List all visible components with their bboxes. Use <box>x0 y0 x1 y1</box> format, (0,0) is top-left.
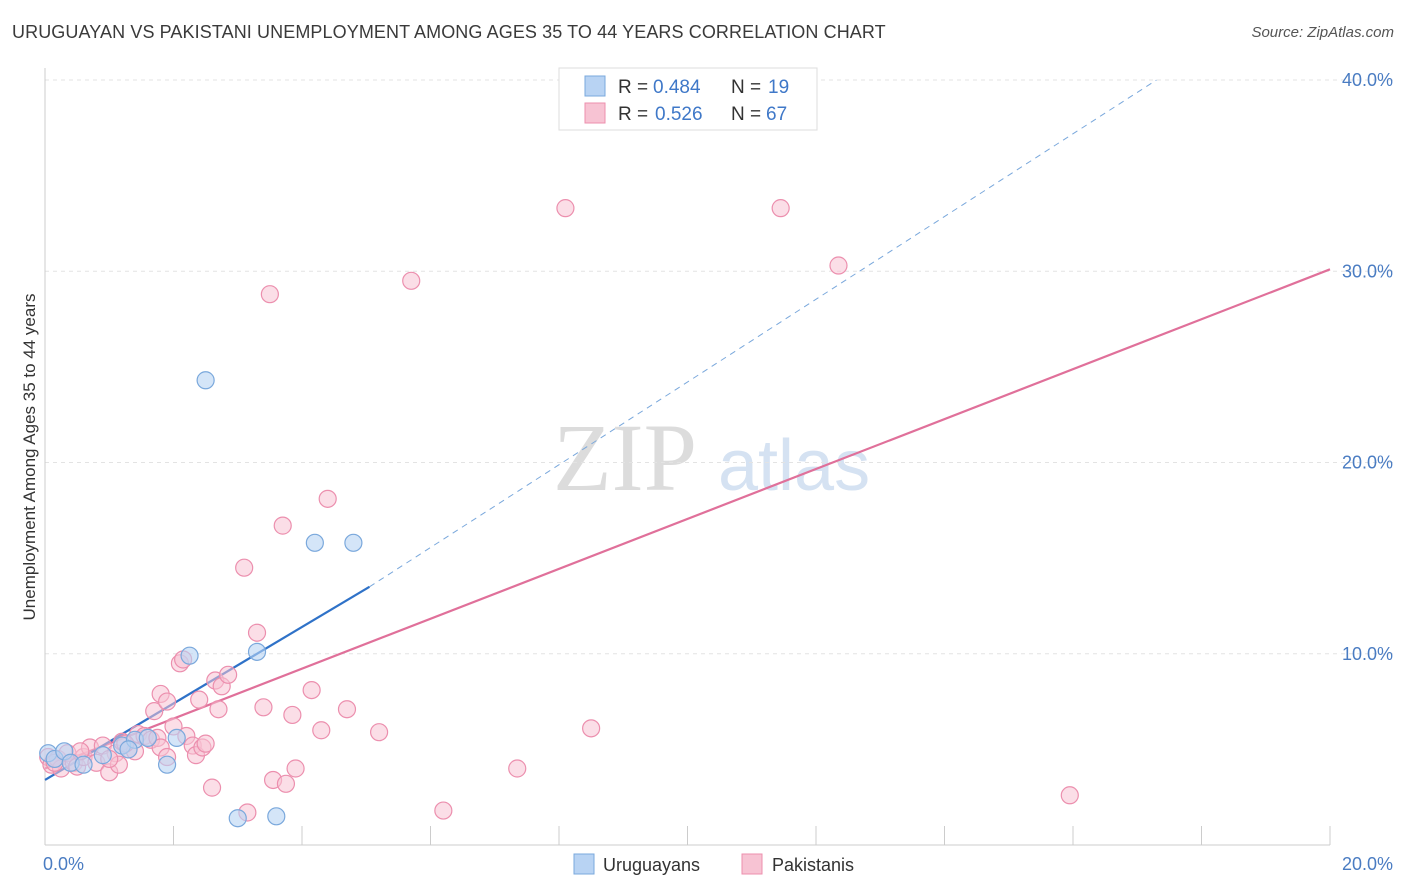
legend-n-value-uruguayans: 19 <box>768 77 789 98</box>
point-pakistanis <box>402 271 421 290</box>
points-layer <box>39 199 1079 828</box>
point-uruguayans <box>138 728 157 748</box>
chart-source: Source: ZipAtlas.com <box>1251 24 1394 41</box>
legend-r-label-pakistanis: R = <box>618 104 648 125</box>
point-pakistanis <box>318 489 337 508</box>
trendline-uruguayans-extension <box>369 79 1157 588</box>
point-pakistanis <box>556 199 575 218</box>
legend-n-value-pakistanis: 67 <box>766 104 787 125</box>
watermark-zip: ZIP <box>553 404 697 511</box>
chart-title: URUGUAYAN VS PAKISTANI UNEMPLOYMENT AMON… <box>12 22 886 42</box>
point-uruguayans <box>74 755 93 774</box>
point-uruguayans <box>267 807 286 826</box>
y-tick-label: 20.0% <box>1342 453 1393 473</box>
point-uruguayans <box>180 646 199 665</box>
legend-n-label-pakistanis: N = <box>731 104 761 125</box>
bottom-legend-swatch-pakistanis <box>741 853 763 875</box>
point-pakistanis <box>190 690 209 709</box>
point-uruguayans <box>119 740 138 759</box>
legend-box: R = 0.484 N = 19 R = 0.526 N = 67 <box>558 67 818 131</box>
point-pakistanis <box>771 199 790 218</box>
point-pakistanis <box>273 516 292 535</box>
x-tick-label-min: 0.0% <box>43 854 84 874</box>
point-uruguayans <box>344 533 363 552</box>
y-tick-label: 30.0% <box>1342 261 1393 281</box>
point-pakistanis <box>209 700 228 719</box>
point-uruguayans <box>228 809 247 828</box>
trendline-pakistanis <box>44 268 1331 770</box>
point-pakistanis <box>283 705 302 725</box>
point-uruguayans <box>196 371 215 390</box>
point-pakistanis <box>145 702 164 721</box>
point-pakistanis <box>260 285 279 304</box>
point-pakistanis <box>508 759 527 778</box>
point-pakistanis <box>312 721 331 740</box>
point-pakistanis <box>157 692 177 711</box>
point-uruguayans <box>247 642 267 661</box>
bottom-legend-swatch-uruguayans <box>573 853 595 875</box>
bottom-legend-label-pakistanis: Pakistanis <box>772 855 854 875</box>
point-pakistanis <box>829 256 848 275</box>
legend-n-label-uruguayans: N = <box>731 77 761 98</box>
point-pakistanis <box>219 665 238 684</box>
point-pakistanis <box>286 759 305 778</box>
point-pakistanis <box>196 734 215 753</box>
point-pakistanis <box>370 723 389 742</box>
point-pakistanis <box>302 680 321 700</box>
point-pakistanis <box>582 719 601 738</box>
point-pakistanis <box>276 774 296 793</box>
point-pakistanis <box>202 778 222 797</box>
bottom-legend: Uruguayans Pakistanis <box>573 853 854 875</box>
point-pakistanis <box>247 623 267 642</box>
legend-r-label-uruguayans: R = <box>618 77 648 98</box>
legend-swatch-uruguayans <box>584 75 606 97</box>
point-uruguayans <box>93 746 112 765</box>
legend-r-value-pakistanis: 0.526 <box>655 104 703 125</box>
bottom-legend-label-uruguayans: Uruguayans <box>603 855 700 875</box>
y-tick-label: 10.0% <box>1342 644 1393 664</box>
point-pakistanis <box>1060 786 1079 805</box>
x-tick-label-max: 20.0% <box>1342 854 1393 874</box>
grid-layer <box>45 79 1393 655</box>
axis-layer: 10.0% 20.0% 30.0% 40.0% <box>44 68 1393 846</box>
y-axis-title: Unemployment Among Ages 35 to 44 years <box>20 294 39 621</box>
y-tick-label: 40.0% <box>1342 70 1393 90</box>
point-uruguayans <box>157 755 177 774</box>
point-uruguayans <box>305 533 324 552</box>
point-pakistanis <box>337 700 357 719</box>
watermark-atlas: atlas <box>718 426 870 506</box>
legend-swatch-pakistanis <box>584 102 606 124</box>
point-uruguayans <box>167 728 186 748</box>
point-pakistanis <box>434 801 453 820</box>
point-pakistanis <box>254 698 273 717</box>
point-pakistanis <box>235 558 254 577</box>
legend-r-value-uruguayans: 0.484 <box>653 77 701 98</box>
